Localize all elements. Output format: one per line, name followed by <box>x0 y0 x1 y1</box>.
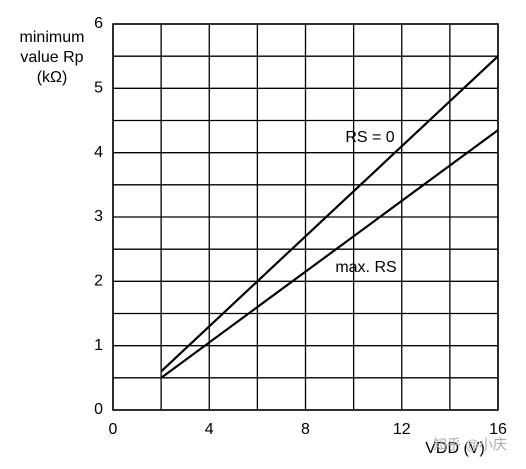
y-axis-label: value Rp <box>20 49 83 66</box>
y-tick-label: 6 <box>94 15 103 32</box>
series-label: max. RS <box>335 259 396 276</box>
x-axis-label: VDD (V) <box>425 440 485 457</box>
y-axis-label: (kΩ) <box>37 69 68 86</box>
y-tick-label: 5 <box>94 80 103 97</box>
line <box>160 55 499 373</box>
plot-frame <box>112 23 499 411</box>
x-tick-label: 8 <box>301 421 310 438</box>
x-tick-label: 12 <box>393 421 411 438</box>
y-axis-label: minimum <box>20 29 85 46</box>
series-label: RS = 0 <box>345 129 394 146</box>
watermark: 知乎 @小庆 <box>433 437 507 453</box>
line <box>160 129 499 379</box>
y-tick-label: 2 <box>94 273 103 290</box>
x-tick-label: 4 <box>205 421 214 438</box>
x-tick-label: 0 <box>109 421 118 438</box>
y-tick-label: 1 <box>94 337 103 354</box>
x-tick-label: 16 <box>489 421 507 438</box>
y-tick-label: 0 <box>94 401 103 418</box>
y-tick-label: 3 <box>94 208 103 225</box>
y-tick-label: 4 <box>94 144 103 161</box>
